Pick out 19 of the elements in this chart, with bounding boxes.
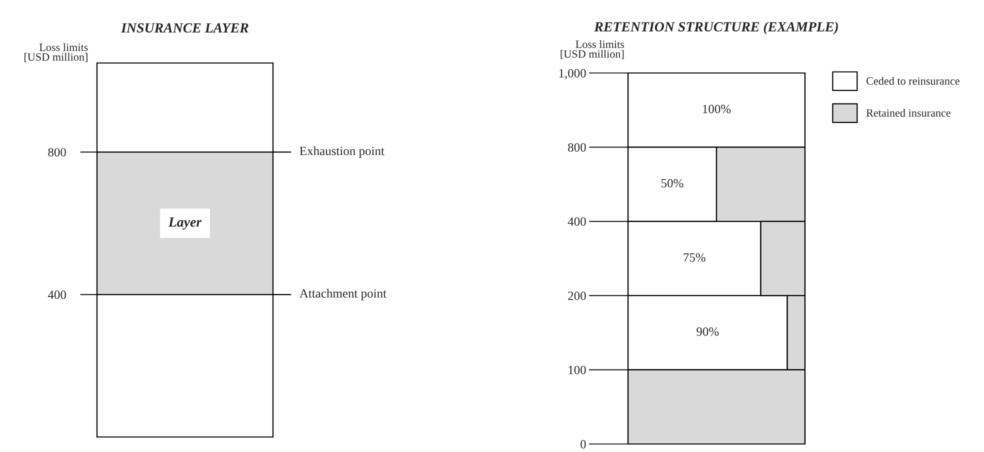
text: 400 [568, 217, 586, 226]
chart-title: INSURANCE LAYER [120, 23, 248, 33]
ref-line-label: Attachment point [300, 288, 386, 300]
text: 1,000 [559, 69, 586, 80]
ref-line-label: Exhaustion point [300, 146, 384, 158]
data-label: 90% [696, 327, 719, 336]
text: 0 [580, 440, 586, 448]
y-axis-title: Loss limits [USD million] [24, 43, 88, 62]
y-axis-title: Loss limits [USD million] [560, 40, 624, 60]
data-label: 50% [662, 178, 684, 188]
legend-label: Ceded to reinsurance [866, 76, 960, 85]
text: 800 [568, 143, 586, 152]
text: 200 [568, 292, 586, 300]
text: 100 [568, 366, 586, 374]
data-label: 75% [684, 253, 706, 262]
data-label: 100% [703, 104, 731, 114]
chart-title: RETENTION STRUCTURE (EXAMPLE) [594, 22, 838, 34]
data-label: Layer [168, 217, 202, 230]
legend-label: Retained insurance [866, 108, 950, 117]
